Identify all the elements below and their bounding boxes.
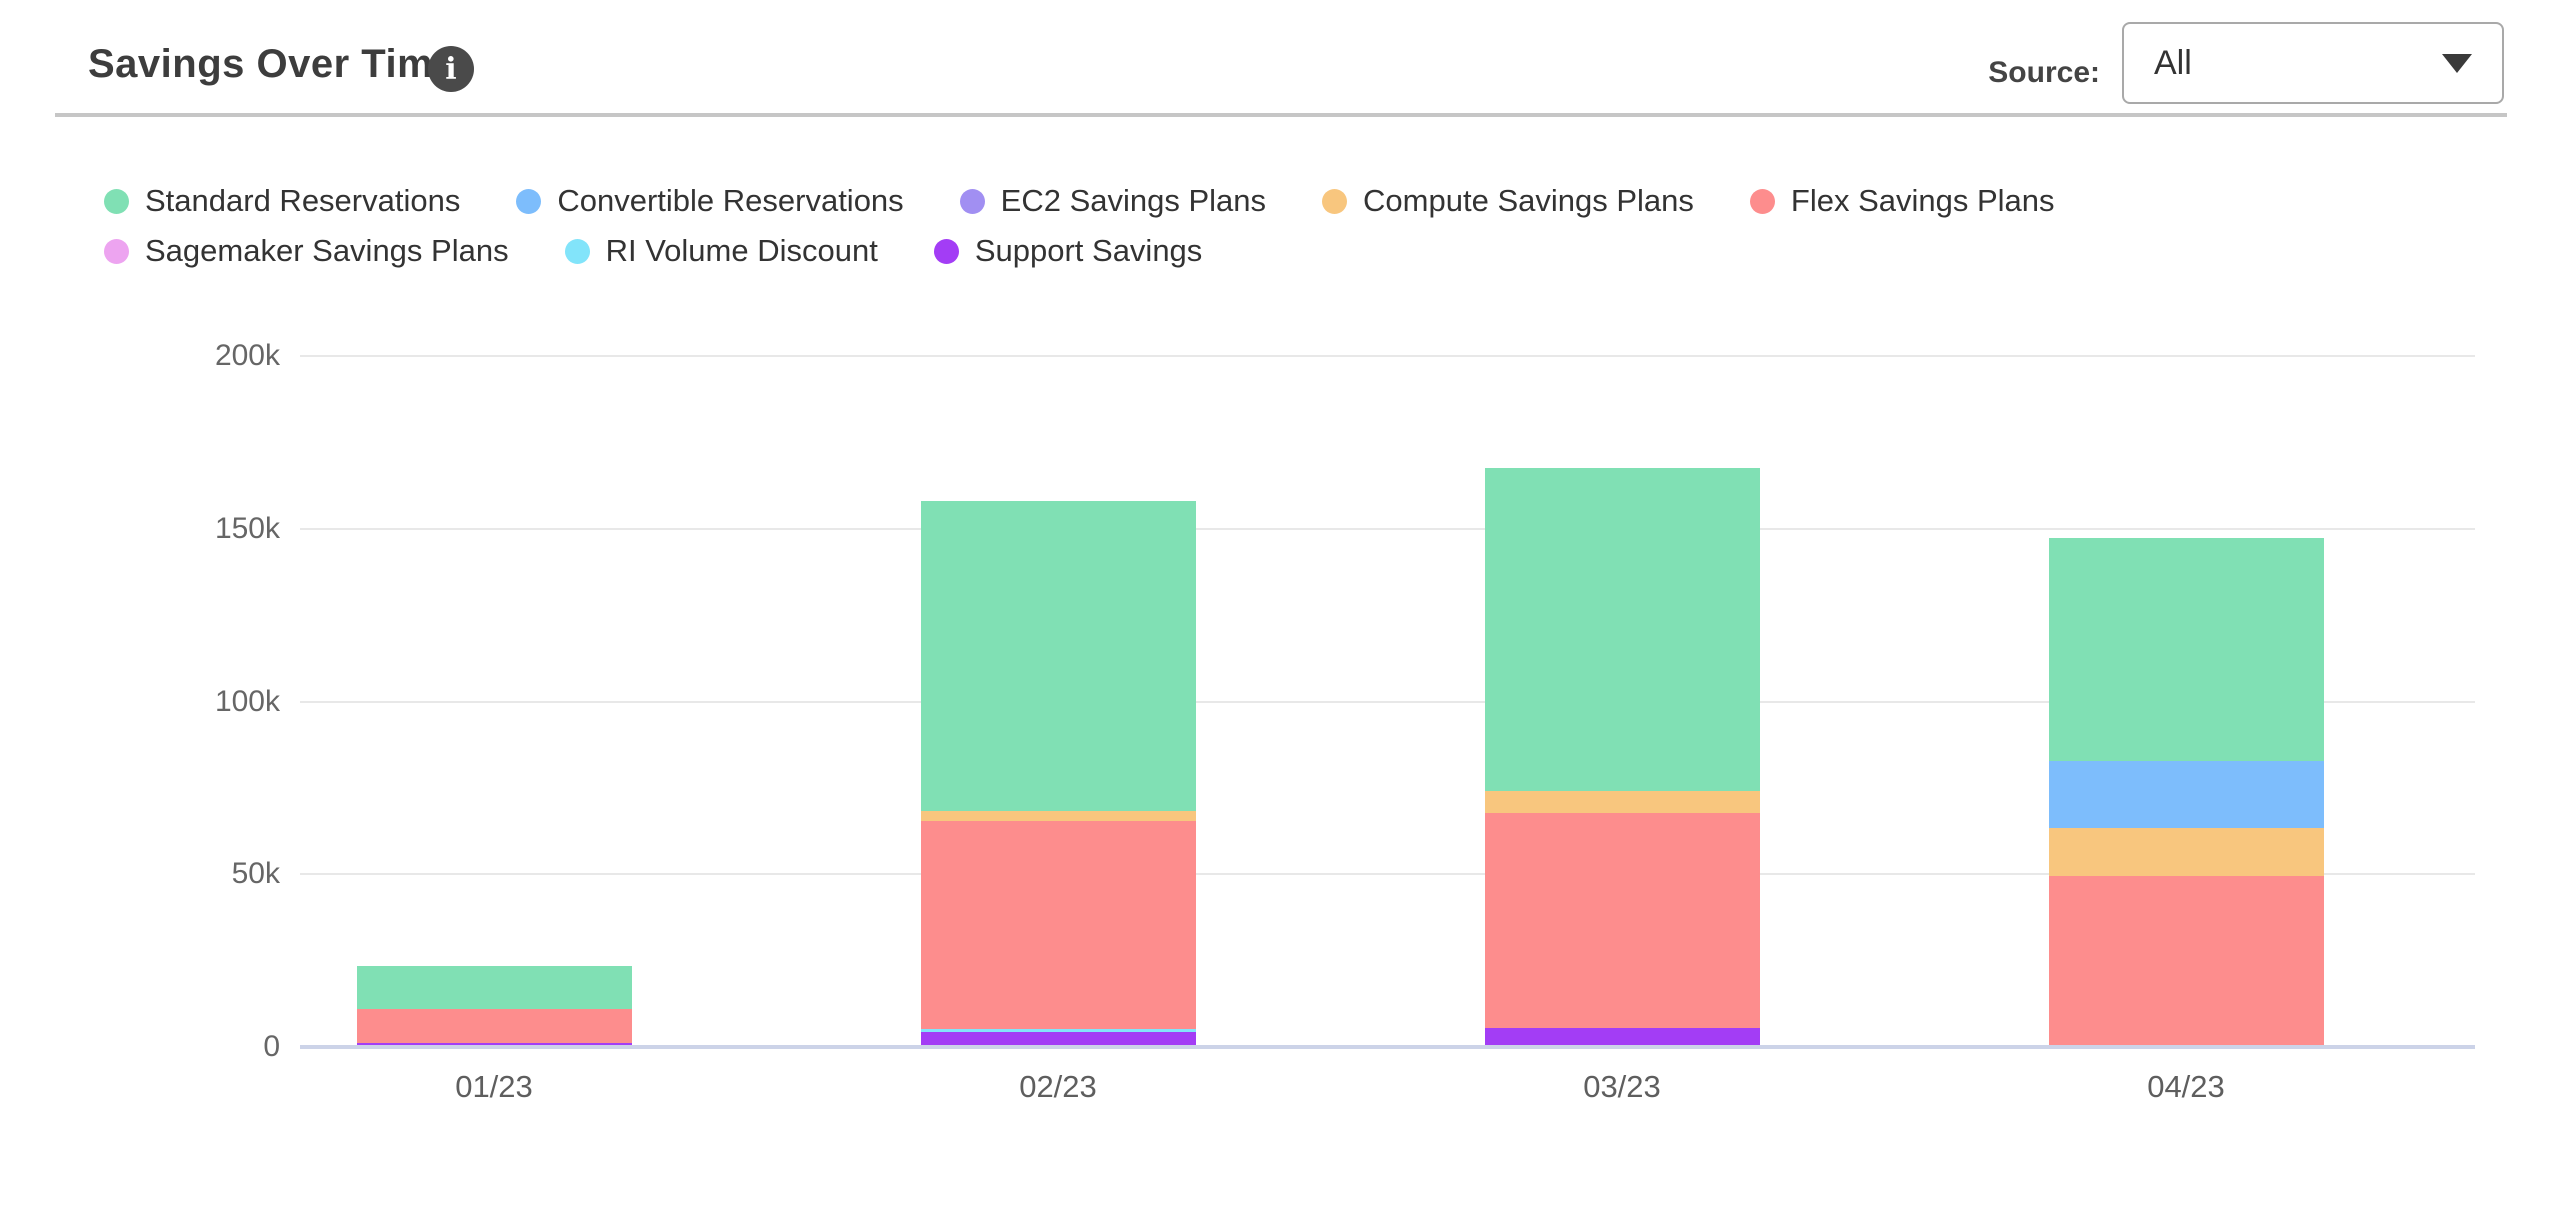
bar-04/23 [2048, 356, 2324, 1047]
x-axis-line [300, 1045, 2475, 1049]
source-dropdown-value: All [2154, 43, 2192, 82]
bar-segment[interactable] [1484, 468, 1760, 791]
bar-03/23 [1484, 356, 1760, 1047]
chart-legend: Standard Reservations Convertible Reserva… [104, 183, 2254, 269]
legend-item[interactable]: RI Volume Discount [564, 233, 878, 269]
x-tick-label: 04/23 [2147, 1069, 2225, 1104]
x-tick-label: 02/23 [1019, 1069, 1097, 1104]
legend-item[interactable]: EC2 Savings Plans [959, 183, 1267, 219]
legend-dot-icon [933, 238, 959, 264]
bar-segment[interactable] [356, 1009, 632, 1043]
legend-item[interactable]: Standard Reservations [104, 183, 460, 219]
legend-label: RI Volume Discount [605, 233, 878, 268]
bar-segment[interactable] [920, 1031, 1196, 1047]
bar-segment[interactable] [1484, 813, 1760, 1028]
x-tick-label: 01/23 [455, 1069, 533, 1104]
bar-01/23 [356, 356, 632, 1047]
legend-label: EC2 Savings Plans [1000, 183, 1267, 218]
y-tick-label: 100k [214, 684, 280, 718]
savings-chart: 200k 150k 100k 50k 0 01/23 02/23 03/23 04/23 [0, 330, 2562, 1150]
y-tick-label: 0 [263, 1030, 280, 1063]
bar-segment[interactable] [920, 811, 1196, 822]
legend-item[interactable]: Convertible Reservations [516, 183, 904, 219]
chevron-down-icon [2442, 53, 2472, 73]
legend-dot-icon [104, 188, 129, 214]
legend-label: Standard Reservations [145, 183, 461, 218]
legend-dot-icon [104, 238, 129, 264]
bar-segment[interactable] [1484, 791, 1760, 814]
source-label: Source: [1988, 56, 2100, 89]
bar-segment[interactable] [356, 1042, 632, 1047]
bar-02/23 [920, 356, 1196, 1047]
legend-label: Sagemaker Savings Plans [145, 233, 509, 268]
bar-segment[interactable] [2048, 537, 2324, 761]
bar-segment[interactable] [920, 501, 1196, 812]
y-tick-label: 150k [214, 511, 280, 545]
bar-segment[interactable] [1484, 1028, 1760, 1047]
gridline [300, 355, 2475, 357]
legend-item[interactable]: Compute Savings Plans [1322, 183, 1694, 219]
bar-segment[interactable] [2048, 827, 2324, 876]
y-tick-label: 50k [231, 857, 280, 891]
legend-dot-icon [1749, 188, 1775, 214]
plot-area [300, 355, 2475, 1049]
x-tick-label: 03/23 [1583, 1069, 1661, 1104]
legend-label: Support Savings [974, 233, 1203, 268]
legend-label: Compute Savings Plans [1363, 183, 1694, 218]
legend-item[interactable]: Sagemaker Savings Plans [104, 233, 509, 269]
bar-segment[interactable] [920, 821, 1196, 1029]
y-tick-label: 200k [214, 339, 280, 372]
legend-dot-icon [1322, 188, 1348, 214]
page-title: Savings Over Time [88, 42, 456, 86]
legend-dot-icon [959, 188, 985, 214]
source-dropdown[interactable]: All [2122, 22, 2504, 104]
gridline [300, 873, 2475, 876]
legend-label: Convertible Reservations [557, 183, 904, 218]
gridline [300, 700, 2475, 703]
bar-segment[interactable] [920, 1028, 1196, 1032]
legend-dot-icon [516, 188, 542, 214]
legend-dot-icon [564, 238, 590, 264]
bar-segment[interactable] [356, 966, 632, 1009]
gridline [300, 527, 2475, 530]
bar-segment[interactable] [2048, 875, 2324, 1047]
legend-label: Flex Savings Plans [1790, 183, 2055, 218]
card-header: Savings Over Time i Source: All [0, 0, 2562, 118]
legend-item[interactable]: Support Savings [933, 233, 1203, 269]
bar-segment[interactable] [2048, 760, 2324, 828]
legend-item[interactable]: Flex Savings Plans [1749, 183, 2055, 219]
info-icon[interactable]: i [428, 46, 474, 92]
header-divider [55, 113, 2507, 117]
